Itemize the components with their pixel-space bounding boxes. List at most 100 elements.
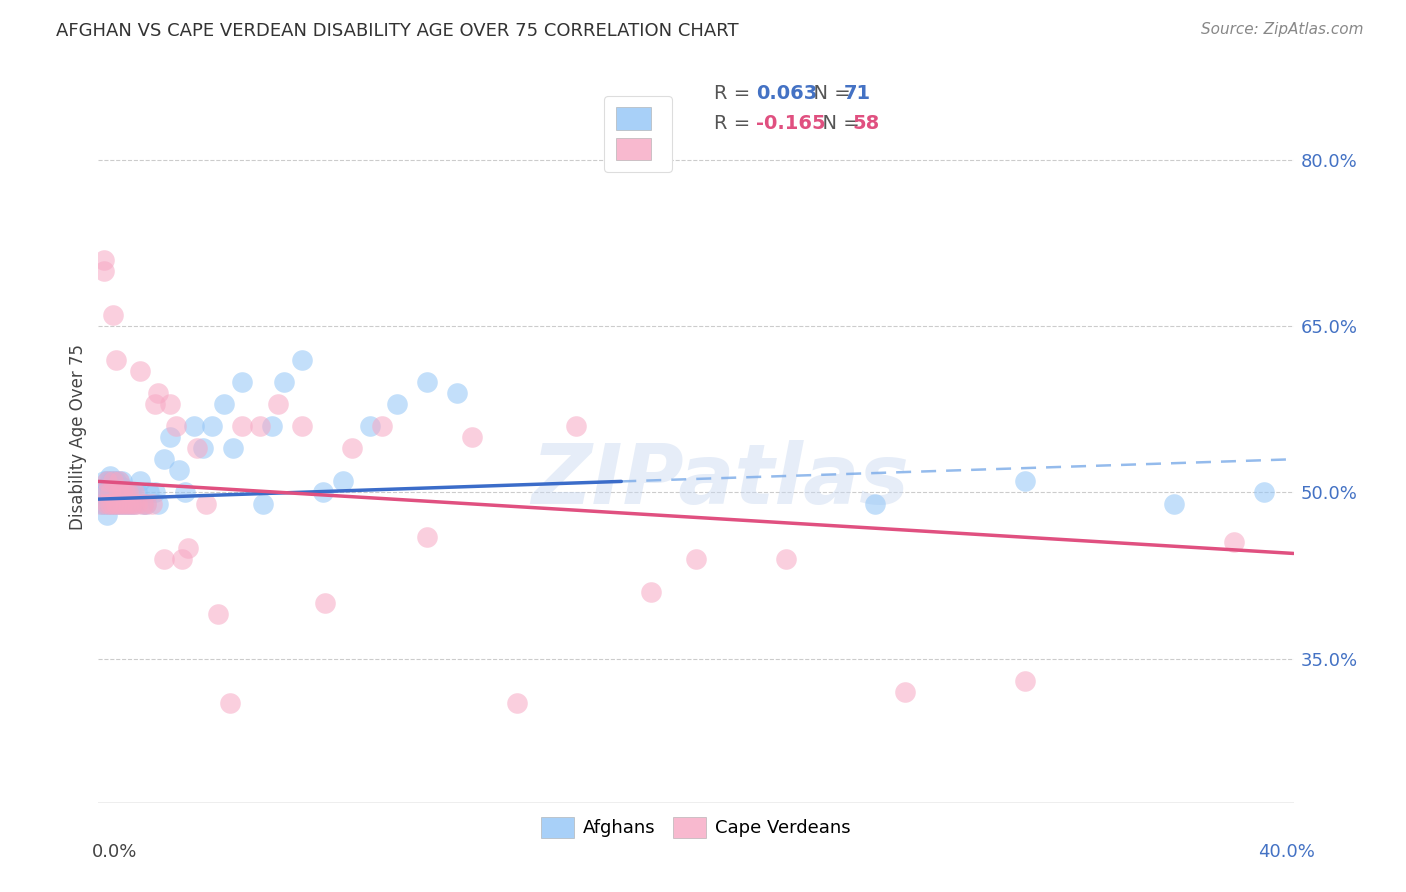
Point (108, 491, 131, 505)
Point (98, 485, 122, 500)
Point (108, 475, 131, 489)
Point (153, 452, 176, 467)
Point (222, 441, 245, 455)
Text: 40.0%: 40.0% (1258, 843, 1315, 861)
Text: R =: R = (714, 84, 756, 103)
Point (129, 363, 152, 377)
Point (108, 497, 131, 511)
Point (108, 485, 131, 500)
Point (98, 485, 122, 500)
Point (120, 497, 142, 511)
Point (177, 541, 200, 555)
Point (446, 385, 468, 400)
Point (260, 419, 283, 434)
Point (359, 419, 381, 434)
Point (311, 485, 333, 500)
Text: R =: R = (714, 113, 756, 133)
Point (93, 475, 115, 489)
Point (96, 485, 118, 500)
Text: N =: N = (801, 84, 858, 103)
Point (132, 497, 155, 511)
Point (98, 497, 122, 511)
Point (114, 497, 136, 511)
Point (117, 485, 139, 500)
Point (165, 419, 187, 434)
Point (105, 352, 128, 367)
Point (201, 419, 224, 434)
Point (111, 480, 134, 494)
Y-axis label: Disability Age Over 75: Disability Age Over 75 (69, 344, 87, 530)
Point (332, 475, 354, 489)
Point (96, 497, 118, 511)
Point (98, 497, 122, 511)
Point (93, 252, 115, 267)
Point (108, 475, 131, 489)
Point (685, 552, 707, 566)
Point (141, 497, 163, 511)
Point (416, 530, 439, 544)
Text: 0.063: 0.063 (756, 84, 818, 103)
Point (191, 441, 214, 455)
Point (117, 497, 139, 511)
Point (98, 468, 122, 483)
Point (90, 497, 112, 511)
Point (371, 419, 394, 434)
Point (111, 475, 134, 489)
Point (385, 397, 409, 411)
Point (105, 485, 128, 500)
Point (153, 552, 176, 566)
Point (135, 497, 157, 511)
Point (640, 585, 662, 599)
Point (96, 475, 118, 489)
Point (219, 696, 242, 710)
Text: ZIPatlas: ZIPatlas (531, 441, 908, 522)
Point (416, 375, 439, 389)
Point (1253, 485, 1275, 500)
Point (111, 485, 134, 500)
Point (1163, 497, 1185, 511)
Point (111, 497, 134, 511)
Point (111, 491, 134, 505)
Point (775, 552, 797, 566)
Point (143, 397, 166, 411)
Point (96, 491, 118, 505)
Point (103, 491, 125, 505)
Point (120, 497, 142, 511)
Point (172, 552, 194, 566)
Point (231, 419, 253, 434)
Point (90, 497, 112, 511)
Point (565, 419, 588, 434)
Point (103, 475, 125, 489)
Point (267, 397, 290, 411)
Point (129, 475, 152, 489)
Point (865, 497, 887, 511)
Point (120, 485, 142, 500)
Text: 0.0%: 0.0% (91, 843, 136, 861)
Point (96, 475, 118, 489)
Point (117, 485, 139, 500)
Point (894, 685, 917, 699)
Point (506, 696, 529, 710)
Point (124, 497, 146, 511)
Point (103, 497, 125, 511)
Text: Source: ZipAtlas.com: Source: ZipAtlas.com (1201, 22, 1364, 37)
Point (342, 441, 364, 455)
Point (93, 497, 115, 511)
Text: 58: 58 (852, 113, 879, 133)
Point (127, 497, 149, 511)
Point (143, 485, 166, 500)
Point (105, 475, 128, 489)
Text: AFGHAN VS CAPE VERDEAN DISABILITY AGE OVER 75 CORRELATION CHART: AFGHAN VS CAPE VERDEAN DISABILITY AGE OV… (56, 22, 740, 40)
Point (159, 397, 181, 411)
Point (108, 497, 131, 511)
Point (183, 419, 205, 434)
Point (135, 497, 157, 511)
Text: 71: 71 (844, 84, 870, 103)
Point (98, 475, 122, 489)
Point (117, 497, 139, 511)
Point (167, 463, 190, 477)
Point (93, 485, 115, 500)
Point (96, 485, 118, 500)
Point (114, 485, 136, 500)
Point (174, 485, 197, 500)
